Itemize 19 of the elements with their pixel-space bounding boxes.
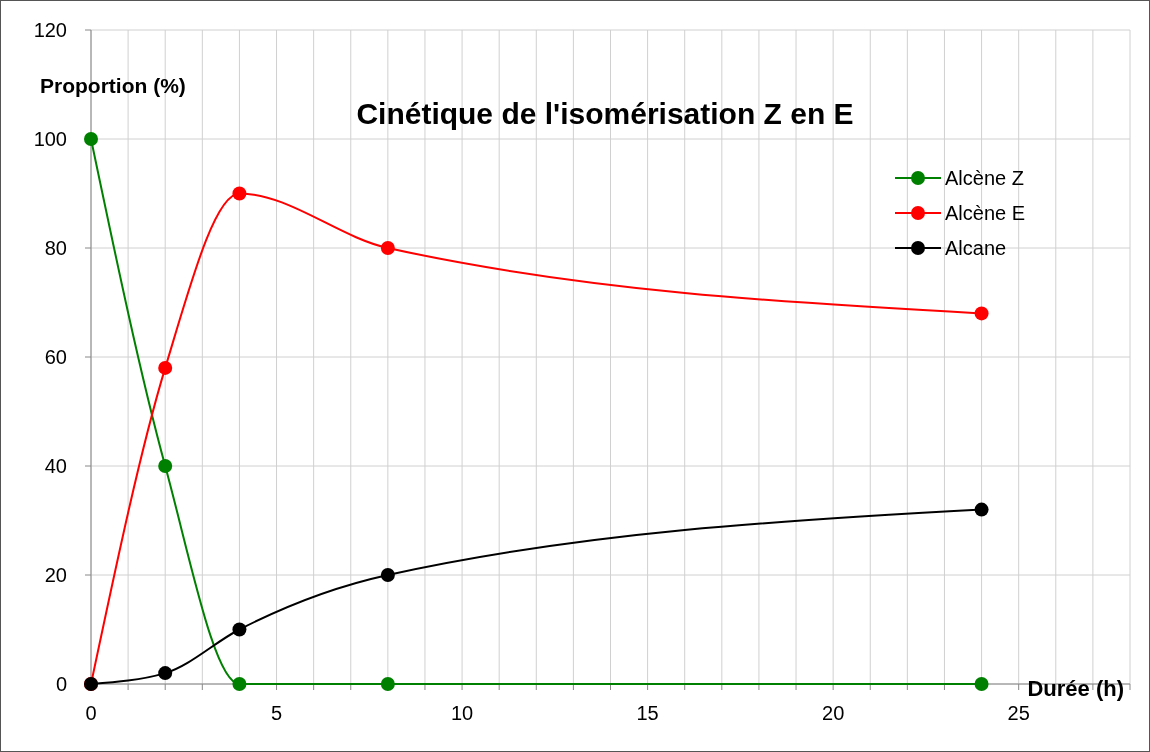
legend-label: Alcène E xyxy=(945,202,1026,224)
x-tick-label: 10 xyxy=(450,702,474,724)
x-tick-label: 15 xyxy=(636,702,659,724)
text: Cinétique de l'isomérisation Z en E xyxy=(356,97,854,130)
x-tick-label: 0 xyxy=(85,702,97,724)
y-tick-label: 40 xyxy=(44,455,67,477)
y-tick-label: 100 xyxy=(33,128,67,150)
y-tick-label: 80 xyxy=(44,237,67,259)
y-axis-title: Proportion (%) xyxy=(40,74,186,97)
y-tick-label: 120 xyxy=(33,19,67,41)
x-tick-label: 25 xyxy=(1007,702,1030,724)
y-tick-label: 20 xyxy=(44,564,67,586)
x-tick-label: 5 xyxy=(270,702,283,724)
y-tick-label: 0 xyxy=(55,673,67,695)
legend-label: Alcène Z xyxy=(945,167,1024,189)
x-tick-label: 20 xyxy=(822,702,845,724)
x-axis-title: Durée (h) xyxy=(1027,676,1124,701)
legend-label: Alcane xyxy=(945,237,1007,259)
y-tick-label: 60 xyxy=(44,346,67,368)
